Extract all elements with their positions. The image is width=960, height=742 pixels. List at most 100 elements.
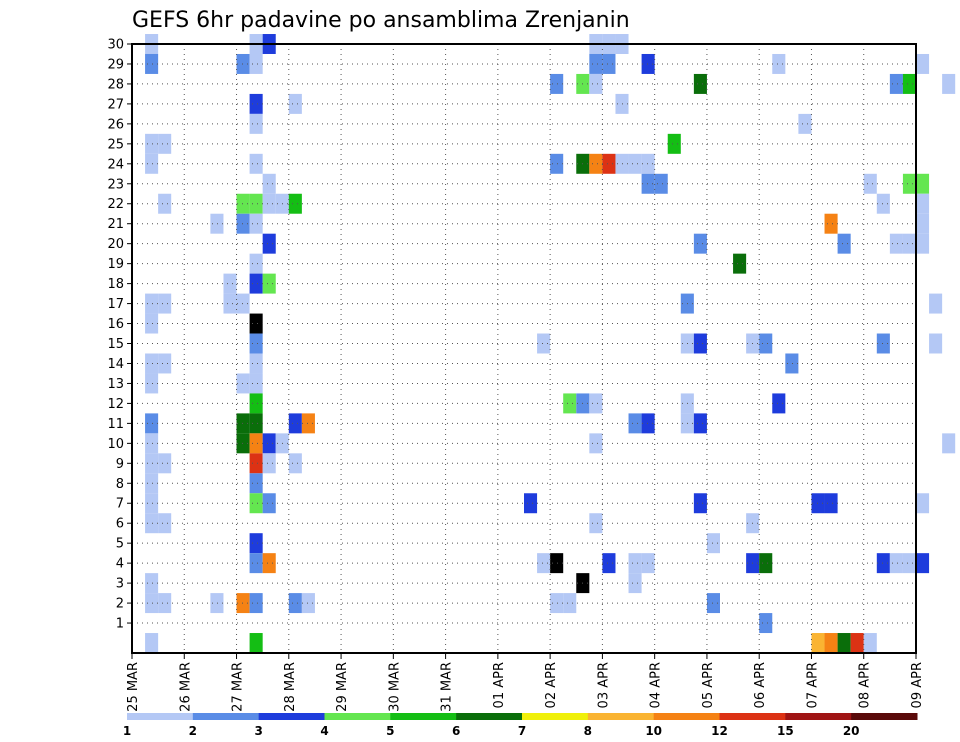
- colorbar-swatch: [390, 713, 457, 720]
- heatmap-cell: [524, 493, 538, 514]
- heatmap-cell: [667, 133, 681, 154]
- heatmap-cell: [759, 613, 773, 634]
- y-tick-label: 30: [107, 38, 124, 53]
- heatmap-cell: [249, 593, 263, 614]
- heatmap-cell: [249, 473, 263, 494]
- y-tick-label: 4: [116, 557, 124, 572]
- x-tick-label: 31 MAR: [440, 662, 455, 712]
- colorbar-swatch: [324, 713, 391, 720]
- heatmap-cell: [654, 173, 668, 194]
- heatmap-cell: [693, 413, 707, 434]
- heatmap-cell: [693, 73, 707, 94]
- heatmap-cell: [641, 173, 655, 194]
- chart-title: GEFS 6hr padavine po ansamblima Zrenjani…: [132, 8, 630, 33]
- heatmap-cell: [145, 413, 159, 434]
- colorbar-swatch: [522, 713, 589, 720]
- y-tick-label: 17: [107, 297, 124, 312]
- heatmap-cell: [288, 453, 302, 474]
- heatmap-cell: [837, 633, 851, 653]
- y-tick-label: 10: [107, 437, 124, 452]
- heatmap-cell: [837, 233, 851, 254]
- heatmap-cell: [589, 513, 603, 534]
- heatmap-cell: [249, 353, 263, 374]
- heatmap-cell: [759, 333, 773, 354]
- heatmap-cell: [249, 93, 263, 114]
- heatmap-cell: [876, 553, 890, 574]
- x-tick-label: 02 APR: [544, 662, 559, 708]
- heatmap-cell: [145, 573, 159, 594]
- heatmap-cell: [537, 333, 551, 354]
- colorbar-swatch: [785, 713, 852, 720]
- heatmap-cell: [158, 293, 172, 314]
- heatmap-cell: [249, 533, 263, 554]
- heatmap-cell: [223, 293, 237, 314]
- y-axis: 1234567891011121314151617181920212223242…: [107, 38, 132, 632]
- grid-lines: [132, 43, 916, 653]
- heatmap-cell: [158, 133, 172, 154]
- y-tick-label: 11: [107, 417, 124, 432]
- heatmap-cell: [288, 93, 302, 114]
- heatmap-cell: [249, 333, 263, 354]
- heatmap-cell: [249, 453, 263, 474]
- heatmap-cell: [916, 53, 930, 74]
- heatmap-cell: [145, 593, 159, 614]
- heatmap-cell: [236, 413, 250, 434]
- heatmap-cell: [589, 73, 603, 94]
- heatmap-cell: [902, 73, 916, 94]
- x-tick-label: 30 MAR: [387, 662, 402, 712]
- y-tick-label: 16: [107, 317, 124, 332]
- colorbar-swatch: [653, 713, 720, 720]
- heatmap-cell: [876, 333, 890, 354]
- heatmap-cell: [824, 213, 838, 234]
- colorbar-label: 1: [123, 724, 131, 738]
- heatmap-cell: [693, 333, 707, 354]
- heatmap-cell: [236, 373, 250, 394]
- x-tick-label: 07 APR: [805, 662, 820, 708]
- heatmap-cell: [249, 313, 263, 334]
- heatmap-cell: [262, 193, 276, 214]
- heatmap-cell: [158, 513, 172, 534]
- y-tick-label: 1: [116, 617, 124, 632]
- heatmap-cell: [288, 593, 302, 614]
- heatmap-cell: [916, 493, 930, 514]
- heatmap-cell: [824, 633, 838, 653]
- heatmap-cell: [811, 633, 825, 653]
- y-tick-label: 21: [107, 217, 124, 232]
- heatmap-cell: [236, 193, 250, 214]
- x-tick-label: 27 MAR: [231, 662, 246, 712]
- heatmap-cell: [236, 53, 250, 74]
- colorbar-label: 5: [386, 724, 394, 738]
- heatmap-cell: [798, 113, 812, 134]
- heatmap-cell: [262, 433, 276, 454]
- heatmap-cell: [145, 473, 159, 494]
- heatmap-cell: [942, 433, 956, 454]
- heatmap-cell: [236, 593, 250, 614]
- heatmap-cells: [145, 34, 956, 653]
- y-tick-label: 18: [107, 277, 124, 292]
- colorbar-label: 10: [645, 724, 662, 738]
- heatmap-cell: [249, 633, 263, 653]
- heatmap-cell: [772, 393, 786, 414]
- heatmap-cell: [145, 453, 159, 474]
- heatmap-cell: [145, 633, 159, 653]
- heatmap-cell: [628, 153, 642, 174]
- heatmap-cell: [145, 133, 159, 154]
- colorbar-swatch: [851, 713, 918, 720]
- y-tick-label: 13: [107, 377, 124, 392]
- heatmap-cell: [236, 433, 250, 454]
- colorbar-label: 6: [452, 724, 460, 738]
- heatmap-cell: [916, 193, 930, 214]
- x-tick-label: 01 APR: [492, 662, 507, 708]
- heatmap-cell: [902, 173, 916, 194]
- y-tick-label: 2: [116, 597, 124, 612]
- heatmap-cell: [733, 253, 747, 274]
- heatmap-cell: [563, 593, 577, 614]
- colorbar-swatch: [192, 713, 260, 720]
- x-tick-label: 26 MAR: [178, 662, 193, 712]
- colorbar-label: 8: [584, 724, 592, 738]
- x-tick-label: 28 MAR: [283, 662, 298, 712]
- x-tick-label: 29 MAR: [335, 662, 350, 712]
- heatmap-cell: [145, 353, 159, 374]
- heatmap-cell: [850, 633, 864, 653]
- heatmap-cell: [876, 193, 890, 214]
